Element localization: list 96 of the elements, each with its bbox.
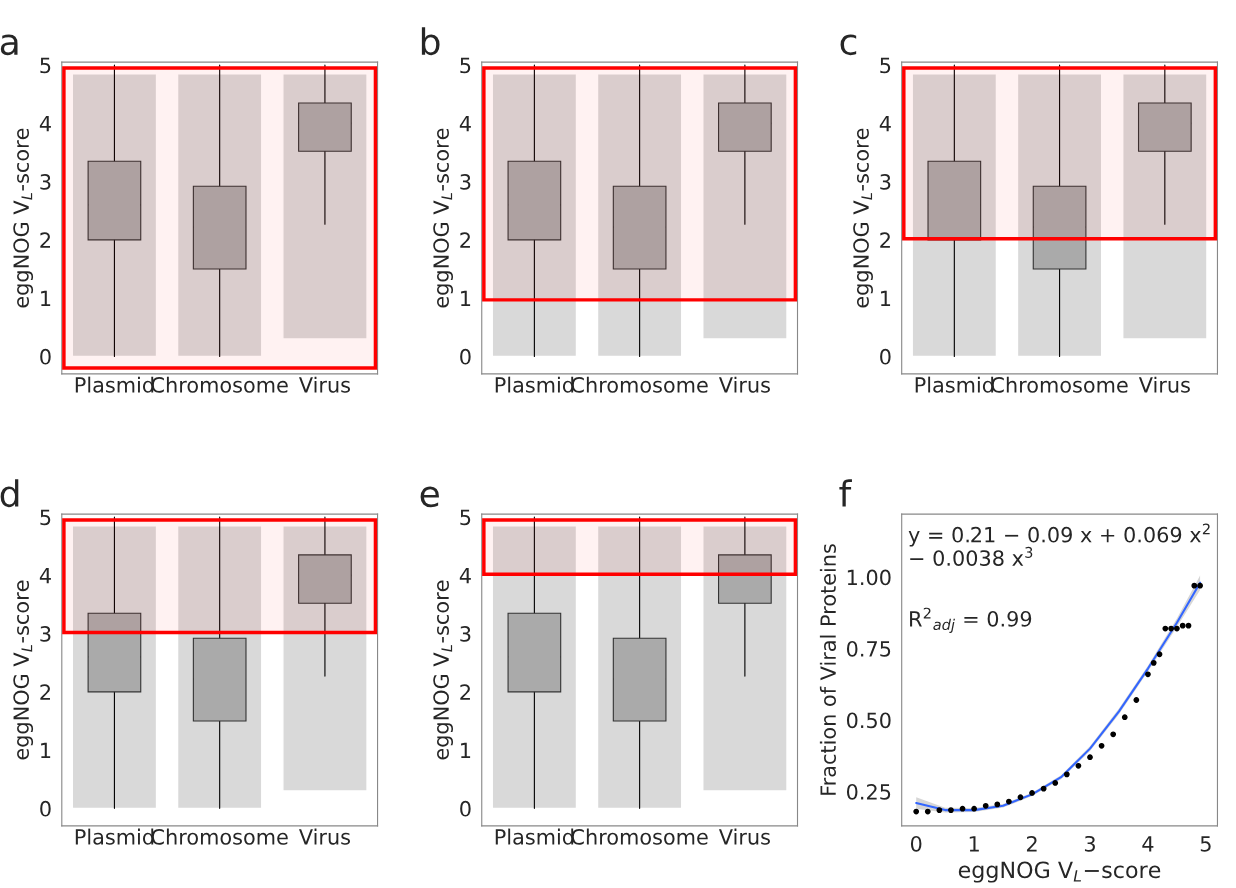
y-tick-label: 5 (460, 57, 471, 74)
y-tick-label: 0 (40, 800, 51, 817)
y-tick-label: 3 (460, 174, 471, 190)
annotation: R$^{2}$$_{adj}$ = 0.99 (910, 607, 1032, 633)
y-tick-label: 2 (460, 232, 470, 248)
x-tick-label: 0 (910, 835, 922, 852)
point (1063, 771, 1070, 778)
y-tick-label: 2 (40, 232, 50, 248)
x-axis-title: eggNOG V$_{L}$−score (958, 861, 1161, 883)
y-tick-label: 4 (39, 568, 51, 584)
y-tick-label: 0.75 (846, 640, 891, 657)
point (982, 802, 989, 809)
x-tick-label: Plasmid (495, 376, 574, 393)
x-tick-label: 3 (1084, 835, 1095, 852)
point (1133, 697, 1140, 703)
y-tick-label: 2 (880, 232, 890, 248)
y-tick-label: 0 (460, 348, 471, 365)
point (1185, 622, 1192, 629)
point (1005, 798, 1012, 805)
x-tick-label: 1 (969, 836, 979, 852)
x-tick-label: Virus (299, 376, 351, 393)
point (936, 807, 943, 814)
point (1150, 659, 1157, 666)
y-axis-title: eggNOG V$_{L}$-score (13, 580, 34, 760)
y-tick-label: 1 (881, 290, 891, 307)
y-tick-label: 2 (40, 684, 50, 700)
chart-title: a (0, 34, 18, 56)
point (971, 805, 978, 812)
point (1052, 780, 1059, 786)
chart-title: e (420, 486, 439, 508)
point (1191, 582, 1198, 589)
point (1174, 625, 1180, 632)
x-tick-label: Chromosome (571, 828, 708, 845)
point (1087, 754, 1093, 761)
y-tick-label: 3 (40, 174, 51, 190)
y-tick-label: 1 (41, 290, 51, 307)
point (1168, 625, 1175, 632)
chart-title: d (0, 479, 19, 508)
y-tick-label: 3 (460, 626, 471, 642)
x-tick-label: Virus (718, 828, 770, 845)
point (1121, 714, 1128, 721)
y-axis-title: eggNOG V$_{L}$-score (13, 128, 34, 308)
y-tick-label: 4 (879, 116, 891, 132)
y-tick-label: 4 (39, 116, 51, 132)
chart-title: f (839, 479, 852, 507)
y-tick-label: 0.25 (846, 783, 891, 800)
y-tick-label: 0 (880, 348, 891, 365)
x-tick-label: Virus (718, 376, 770, 393)
x-tick-label: Chromosome (571, 376, 708, 393)
y-axis-title: Fraction of Viral Proteins (819, 544, 836, 795)
point (1197, 582, 1203, 589)
point (1075, 762, 1082, 769)
y-tick-label: 4 (459, 568, 471, 584)
chart-title: c (840, 34, 857, 56)
point (1145, 671, 1151, 678)
y-tick-label: 1 (461, 742, 471, 759)
point (913, 808, 920, 815)
point (1110, 731, 1117, 738)
y-tick-label: 5 (40, 509, 51, 526)
text: y = 0.21 − 0.09 x + 0.069 x$^{2}$ − 0.0038 x$^{3}$ (908, 523, 1210, 566)
point (1156, 651, 1163, 658)
y-tick-label: 3 (880, 174, 891, 190)
y-tick-label: 1 (461, 290, 471, 307)
point (1040, 785, 1047, 792)
y-tick-label: 3 (40, 626, 51, 642)
y-tick-label: 4 (459, 116, 471, 132)
point (948, 807, 954, 814)
y-axis-title: eggNOG V$_{L}$-score (433, 580, 454, 760)
x-tick-label: Virus (1138, 376, 1190, 393)
y-tick-label: 0 (460, 800, 471, 817)
x-tick-label: Plasmid (495, 828, 574, 845)
y-tick-label: 0.50 (846, 712, 891, 729)
point (994, 801, 1001, 808)
y-tick-label: 5 (460, 509, 471, 526)
x-tick-label: Plasmid (915, 376, 994, 393)
point (1179, 622, 1186, 629)
point (1098, 742, 1105, 749)
y-tick-label: 1.00 (847, 569, 891, 586)
point (959, 805, 966, 812)
chart-title: b (421, 27, 440, 56)
y-tick-label: 5 (40, 57, 51, 74)
x-tick-label: Chromosome (991, 376, 1128, 393)
y-tick-label: 0 (40, 348, 51, 365)
y-tick-label: 5 (880, 57, 891, 74)
y-axis-title: eggNOG V$_{L}$-score (433, 128, 454, 308)
point (1017, 794, 1024, 801)
y-tick-label: 1 (41, 742, 51, 759)
point (1162, 625, 1169, 632)
point (1029, 790, 1035, 796)
point (924, 808, 931, 815)
x-tick-label: Virus (299, 828, 351, 845)
y-axis-title: eggNOG V$_{L}$-score (853, 128, 873, 308)
x-tick-label: 5 (1200, 836, 1211, 852)
x-tick-label: 2 (1026, 835, 1037, 852)
y-tick-label: 2 (460, 684, 470, 700)
x-tick-label: 4 (1142, 836, 1154, 852)
